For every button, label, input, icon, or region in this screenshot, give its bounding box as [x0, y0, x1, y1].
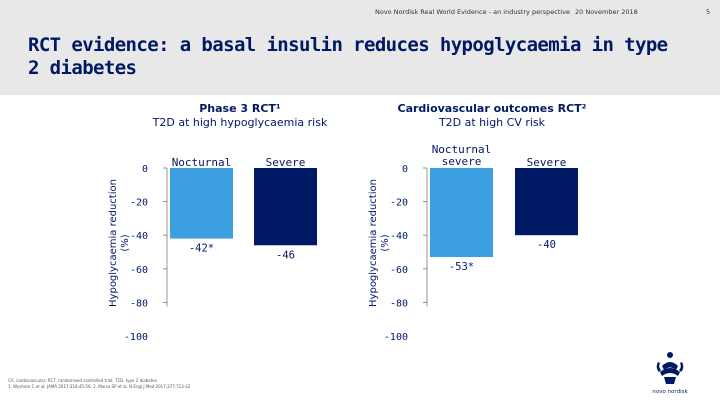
chart-1-tick-label-2: -40	[130, 231, 148, 242]
chart-2-tick-label-5: -100	[384, 332, 408, 343]
header-date: 20 November 2018	[575, 8, 638, 16]
panel-1-title: Phase 3 RCT¹ T2D at high hypoglycaemia r…	[100, 102, 380, 130]
chart-1-tick-label-4: -80	[130, 298, 148, 309]
panel-2-title: Cardiovascular outcomes RCT² T2D at high…	[352, 102, 632, 130]
footnote-references: 1. Wysham C et al. JAMA 2017;318:45-56; …	[8, 383, 191, 389]
chart-1-tick-label-3: -60	[130, 265, 148, 276]
chart-1-category-label-2: Severe	[266, 156, 306, 169]
chart-1-tick-label-0: 0	[142, 164, 148, 175]
panel-2-title-main: Cardiovascular outcomes RCT²	[397, 102, 587, 115]
chart-1-y-axis-label-line-2: (%)	[120, 234, 131, 251]
chart-1-tick-label-5: -100	[124, 332, 148, 343]
panel-1-title-main: Phase 3 RCT¹	[199, 102, 281, 115]
panel-1-subtitle: T2D at high hypoglycaemia risk	[152, 116, 328, 129]
header-subtitle: Novo Nordisk Real World Evidence - an in…	[375, 8, 571, 16]
chart-2-y-axis-label: Hypoglycaemia reduction(%)	[368, 179, 391, 307]
slide-title: RCT evidence: a basal insulin reduces hy…	[28, 34, 668, 79]
footnote-abbreviations: CV, cardiovascular; RCT, randomised cont…	[8, 378, 157, 383]
chart-1-y-axis-label-line-1: Hypoglycaemia reduction	[108, 179, 119, 307]
chart-2-y-axis-label-line-2: (%)	[380, 234, 391, 251]
chart-2-tick-label-4: -80	[390, 298, 408, 309]
footnotes: CV, cardiovascular; RCT, randomised cont…	[8, 378, 648, 389]
header-band	[0, 0, 720, 95]
chart-1-category-label-1: Nocturnal	[172, 156, 232, 169]
chart-2-tick-label-3: -60	[390, 265, 408, 276]
chart-1-bar-2	[254, 168, 317, 246]
chart-2-tick-label-0: 0	[402, 164, 408, 175]
chart-1-y-axis-label: Hypoglycaemia reduction(%)	[108, 179, 131, 307]
chart-2-tick-label-2: -40	[390, 231, 408, 242]
chart-2-category-label-2: Severe	[527, 156, 567, 169]
panel-2-subtitle: T2D at high CV risk	[438, 116, 546, 129]
chart-2-data-label-2: -40	[537, 239, 556, 251]
chart-2-data-label-1: -53*	[449, 261, 474, 273]
chart-2-tick-label-1: -20	[390, 198, 408, 209]
chart-2-y-axis-label-line-1: Hypoglycaemia reduction	[368, 179, 379, 307]
chart-2-bar-2	[515, 168, 578, 236]
chart-2-category-label-1-line-2: severe	[442, 155, 482, 168]
novo-nordisk-logo-icon: novo nordisk	[652, 352, 688, 395]
chart-1-data-label-2: -46	[276, 249, 295, 261]
chart-2-bar-1	[430, 168, 493, 258]
chart-2-category-label-1: Nocturnal severe	[432, 143, 492, 168]
chart-1-bar-1	[170, 168, 233, 239]
logo-wordmark: novo nordisk	[652, 389, 688, 395]
page-number: 5	[706, 8, 711, 16]
chart-2-category-label-1-line-1: Nocturnal	[432, 143, 492, 156]
chart-1-data-label-1: -42*	[189, 243, 214, 255]
chart-1-tick-label-1: -20	[130, 198, 148, 209]
